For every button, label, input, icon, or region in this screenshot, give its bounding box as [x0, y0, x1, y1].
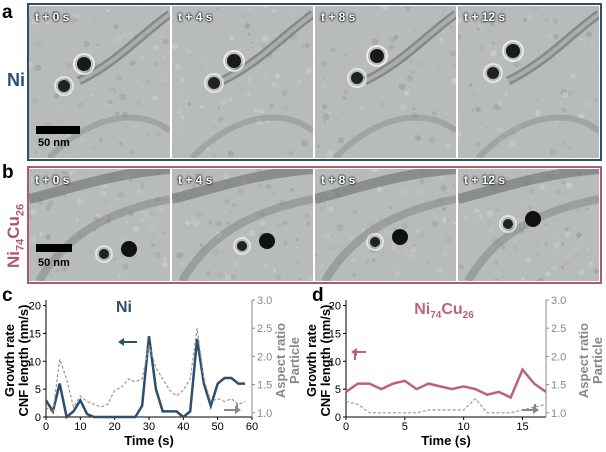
micrograph-image: [315, 6, 456, 158]
micrograph-a-1: t + 4 s: [172, 6, 313, 158]
y-tick-label-left: 5: [335, 384, 341, 396]
x-tick-label: 5: [402, 421, 408, 433]
arrow-head-left: [351, 348, 357, 356]
chart-title: Ni74Cu26: [414, 301, 474, 321]
time-label: t + 4 s: [178, 10, 213, 24]
micrograph-a-3: t + 12 s: [458, 6, 599, 158]
micrograph-image: [172, 169, 313, 281]
y-tick-label-left: 15: [329, 328, 341, 340]
y-tick-label-right: 1.5: [551, 380, 566, 392]
time-label: t + 12 s: [464, 10, 506, 24]
y-tick-label-right: 1.5: [257, 380, 272, 392]
chart-c: 0 10 20 30 40 50 60 0 5 10 15 20 1.0 1.5 2.0 2.5 3.0 Time…: [2, 295, 302, 448]
tile-separator: [313, 6, 315, 158]
time-label: t + 8 s: [321, 173, 356, 187]
time-label: t + 8 s: [321, 10, 356, 24]
micrograph-image: [172, 6, 313, 158]
arrow-head-right: [533, 406, 539, 414]
panel-b-frame: [27, 166, 602, 284]
x-axis-label: Time (s): [124, 433, 174, 448]
time-label: t + 12 s: [464, 173, 506, 187]
panel-label-c: c: [2, 285, 13, 306]
micrograph-a-2: t + 8 s: [315, 6, 456, 158]
micrograph-image: [29, 6, 170, 158]
scale-bar: [36, 126, 80, 134]
y-tick-label-right: 2.0: [257, 351, 272, 363]
y-axis-label-left-1: Growth rate: [306, 324, 319, 397]
panel-a-side-label: Ni: [7, 70, 25, 90]
y-tick-label-left: 5: [35, 384, 41, 396]
micrograph-b-1: t + 4 s: [172, 169, 313, 281]
x-tick-label: 10: [458, 421, 470, 433]
panel-label-b: b: [2, 162, 14, 183]
y-tick-label-right: 2.5: [551, 323, 566, 335]
micrograph-b-3: t + 12 s: [458, 169, 599, 281]
tile-separator: [170, 169, 172, 281]
y-tick-label-left: 20: [29, 301, 41, 313]
micrograph-image: [29, 169, 170, 281]
micrograph-b-2: t + 8 s: [315, 169, 456, 281]
x-tick-label: 20: [109, 421, 121, 433]
panel-label-a: a: [2, 2, 13, 23]
arrow-head-left: [118, 338, 124, 346]
scale-bar: [36, 244, 72, 252]
chart-title-part: 74: [430, 310, 442, 321]
x-tick-label: 40: [177, 421, 189, 433]
y-axis-label-left-1: Growth rate: [2, 324, 17, 397]
tile-separator: [456, 169, 458, 281]
series-growth-rate: [44, 336, 246, 420]
chart-title-part: Cu: [441, 301, 462, 318]
series-aspect-ratio: [345, 397, 547, 414]
y-axis-label-right-2: Particle: [590, 337, 605, 384]
y-axis-label-right-1: Aspect ratio: [576, 323, 591, 398]
x-tick-label: 0: [343, 421, 349, 433]
chart-title: Ni: [116, 299, 132, 316]
y-tick-label-left: 10: [329, 356, 341, 368]
micrograph-a-0: t + 0 s: [29, 6, 170, 158]
y-tick-label-left: 0: [35, 412, 41, 424]
x-tick-label: 0: [43, 421, 49, 433]
x-tick-label: 15: [516, 421, 528, 433]
y-axis-label-right-1: Aspect ratio: [273, 323, 288, 398]
y-tick-label-right: 1.0: [257, 408, 272, 420]
y-axis-label-left-2: CNF length (nm/s): [318, 305, 333, 417]
time-label: t + 4 s: [178, 173, 213, 187]
x-axis-label: Time (s): [421, 433, 471, 448]
x-tick-label: 30: [143, 421, 155, 433]
y-tick-label-left: 20: [329, 301, 341, 313]
y-tick-label-left: 15: [29, 328, 41, 340]
scale-bar-label: 50 nm: [38, 257, 70, 269]
micrograph-b-0: t + 0 s: [29, 169, 170, 281]
y-tick-label-right: 1.0: [551, 408, 566, 420]
chart-d: 0 5 10 15 0 5 10 15 20 1.0 1.5 2.0 2.5 3.0 Time (s) Gro…: [306, 295, 605, 448]
tile-separator: [456, 6, 458, 158]
y-tick-label-left: 10: [29, 356, 41, 368]
time-label: t + 0 s: [35, 10, 70, 24]
y-tick-label-right: 2.0: [551, 351, 566, 363]
scale-bar-label: 50 nm: [38, 137, 70, 149]
y-axis-label-left-2: CNF length (nm/s): [16, 305, 31, 417]
panel-label-d: d: [312, 285, 324, 306]
chart-title-part: Ni: [414, 301, 430, 318]
chart-title-part: 26: [463, 310, 475, 321]
tile-separator: [170, 6, 172, 158]
y-tick-label-right: 3.0: [257, 295, 272, 307]
panel-a-frame: [27, 3, 602, 161]
panel-b-side-label: Ni74Cu26: [4, 203, 27, 268]
y-tick-label-left: 0: [335, 412, 341, 424]
micrograph-image: [315, 169, 456, 281]
y-axis-label-right-2: Particle: [287, 337, 302, 384]
series-growth-rate: [345, 367, 547, 400]
micrograph-image: [458, 169, 599, 281]
tile-separator: [313, 169, 315, 281]
micrograph-image: [458, 6, 599, 158]
y-tick-label-right: 3.0: [551, 295, 566, 307]
y-tick-label-right: 2.5: [257, 323, 272, 335]
arrow-head-right: [235, 406, 241, 414]
x-tick-label: 10: [74, 421, 86, 433]
x-tick-label: 50: [212, 421, 224, 433]
x-tick-label: 60: [246, 421, 258, 433]
time-label: t + 0 s: [35, 173, 70, 187]
